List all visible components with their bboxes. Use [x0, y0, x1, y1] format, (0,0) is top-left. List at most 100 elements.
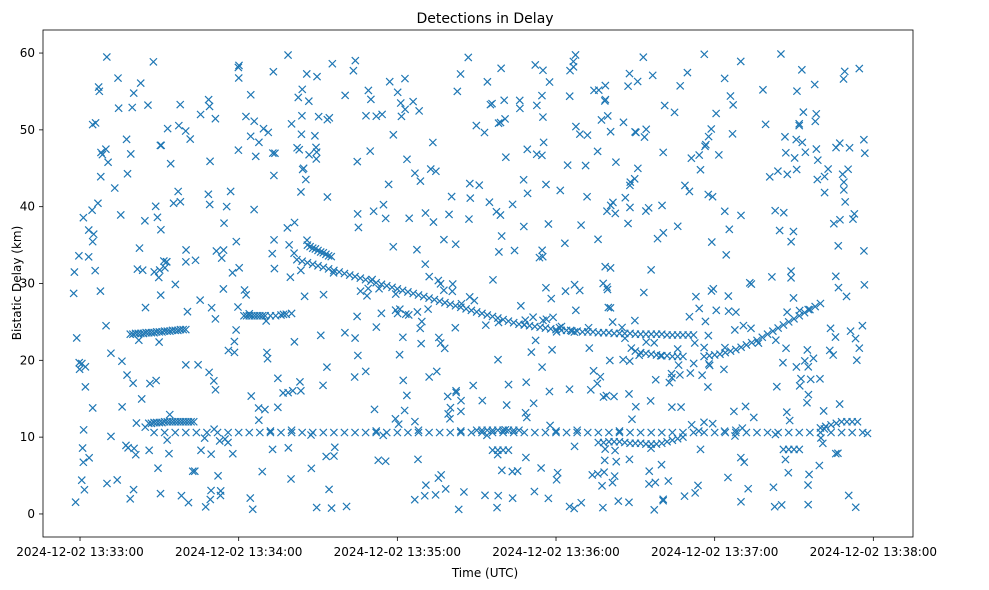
- clutter-point: [691, 292, 700, 301]
- track-point: [573, 426, 582, 435]
- clutter-point: [538, 316, 548, 325]
- track-point: [462, 304, 471, 313]
- track-point: [467, 306, 476, 315]
- clutter-point: [606, 201, 615, 210]
- track-point: [636, 428, 645, 437]
- clutter-point: [818, 439, 827, 448]
- clutter-point: [353, 312, 362, 321]
- clutter-point: [860, 280, 869, 289]
- clutter-point: [123, 371, 132, 380]
- clutter-point: [538, 246, 547, 255]
- clutter-point: [812, 145, 821, 154]
- clutter-point: [589, 366, 598, 375]
- track-point: [276, 428, 286, 437]
- track-point: [631, 347, 640, 356]
- clutter-point: [177, 491, 186, 500]
- clutter-point: [129, 379, 138, 388]
- clutter-point: [328, 59, 337, 68]
- clutter-point: [117, 357, 126, 366]
- clutter-point: [527, 348, 536, 357]
- clutter-point: [150, 267, 159, 276]
- clutter-point: [323, 115, 332, 124]
- clutter-point: [270, 264, 279, 273]
- clutter-point: [219, 284, 228, 293]
- clutter-point: [327, 504, 336, 513]
- clutter-point: [287, 119, 296, 128]
- clutter-point: [351, 56, 360, 65]
- clutter-point: [570, 328, 579, 337]
- clutter-point: [824, 165, 833, 174]
- clutter-point: [792, 135, 801, 144]
- track-point: [192, 428, 201, 437]
- clutter-point: [841, 197, 850, 206]
- clutter-point: [852, 356, 861, 365]
- clutter-point: [729, 407, 738, 416]
- clutter-point: [611, 446, 620, 455]
- clutter-point: [532, 101, 541, 110]
- clutter-point: [826, 324, 835, 333]
- clutter-point: [364, 284, 373, 293]
- clutter-point: [93, 199, 102, 208]
- clutter-point: [141, 303, 150, 312]
- clutter-point: [701, 317, 710, 326]
- clutter-point: [508, 200, 517, 209]
- clutter-point: [204, 190, 213, 199]
- clutter-point: [451, 240, 460, 249]
- track-point: [308, 244, 317, 253]
- clutter-point: [770, 502, 779, 511]
- clutter-point: [749, 413, 758, 422]
- clutter-point: [642, 125, 651, 134]
- clutter-point: [285, 240, 294, 249]
- clutter-point: [541, 283, 550, 292]
- track-point: [403, 428, 412, 437]
- clutter-point: [329, 451, 338, 461]
- clutter-point: [529, 399, 538, 408]
- clutter-point: [480, 128, 489, 137]
- clutter-point: [610, 472, 619, 481]
- track-point: [752, 336, 762, 345]
- clutter-point: [425, 372, 434, 381]
- clutter-point: [269, 171, 278, 180]
- clutter-point: [132, 419, 141, 428]
- clutter-point: [712, 109, 721, 118]
- track-point: [340, 428, 349, 437]
- clutter-point: [544, 494, 553, 503]
- clutter-point: [374, 456, 383, 465]
- track-point: [345, 271, 354, 280]
- clutter-point: [515, 96, 524, 105]
- clutter-point: [739, 321, 748, 330]
- clutter-point: [586, 385, 595, 394]
- clutter-point: [211, 385, 220, 394]
- clutter-point: [250, 117, 259, 126]
- clutter-point: [366, 95, 375, 104]
- clutter-point: [700, 50, 709, 59]
- clutter-point: [416, 324, 425, 333]
- clutter-point: [631, 402, 640, 411]
- clutter-point: [531, 60, 540, 69]
- clutter-point: [297, 130, 306, 139]
- clutter-point: [725, 225, 734, 234]
- clutter-point: [123, 169, 132, 178]
- clutter-point: [353, 157, 362, 166]
- clutter-point: [361, 367, 370, 376]
- clutter-point: [439, 286, 448, 295]
- track-point: [768, 327, 777, 336]
- track-point: [758, 333, 767, 342]
- clutter-point: [262, 348, 271, 357]
- clutter-point: [295, 377, 304, 386]
- clutter-point: [350, 373, 359, 382]
- clutter-point: [428, 138, 437, 147]
- clutter-point: [549, 313, 558, 322]
- clutter-point: [510, 246, 519, 255]
- clutter-point: [497, 232, 506, 241]
- clutter-point: [394, 420, 403, 429]
- clutter-point: [855, 344, 864, 353]
- clutter-point: [602, 207, 612, 216]
- clutter-point: [771, 206, 780, 215]
- clutter-point: [260, 405, 269, 414]
- clutter-point: [294, 93, 303, 102]
- clutter-point: [839, 178, 848, 187]
- clutter-point: [446, 403, 455, 412]
- clutter-point: [625, 357, 634, 366]
- track-point: [488, 428, 497, 437]
